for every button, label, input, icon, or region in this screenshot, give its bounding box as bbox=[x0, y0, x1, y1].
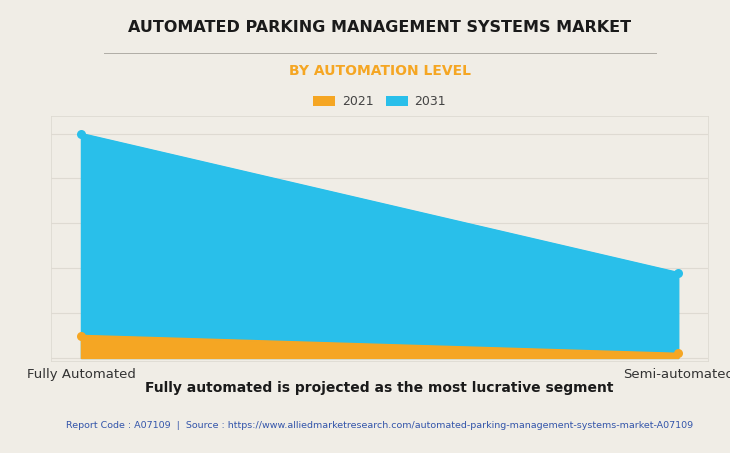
Legend: 2021, 2031: 2021, 2031 bbox=[308, 90, 451, 113]
Text: BY AUTOMATION LEVEL: BY AUTOMATION LEVEL bbox=[288, 63, 471, 77]
Text: Report Code : A07109  |  Source : https://www.alliedmarketresearch.com/automated: Report Code : A07109 | Source : https://… bbox=[66, 421, 694, 430]
Text: Fully automated is projected as the most lucrative segment: Fully automated is projected as the most… bbox=[145, 381, 614, 395]
Text: AUTOMATED PARKING MANAGEMENT SYSTEMS MARKET: AUTOMATED PARKING MANAGEMENT SYSTEMS MAR… bbox=[128, 20, 631, 35]
